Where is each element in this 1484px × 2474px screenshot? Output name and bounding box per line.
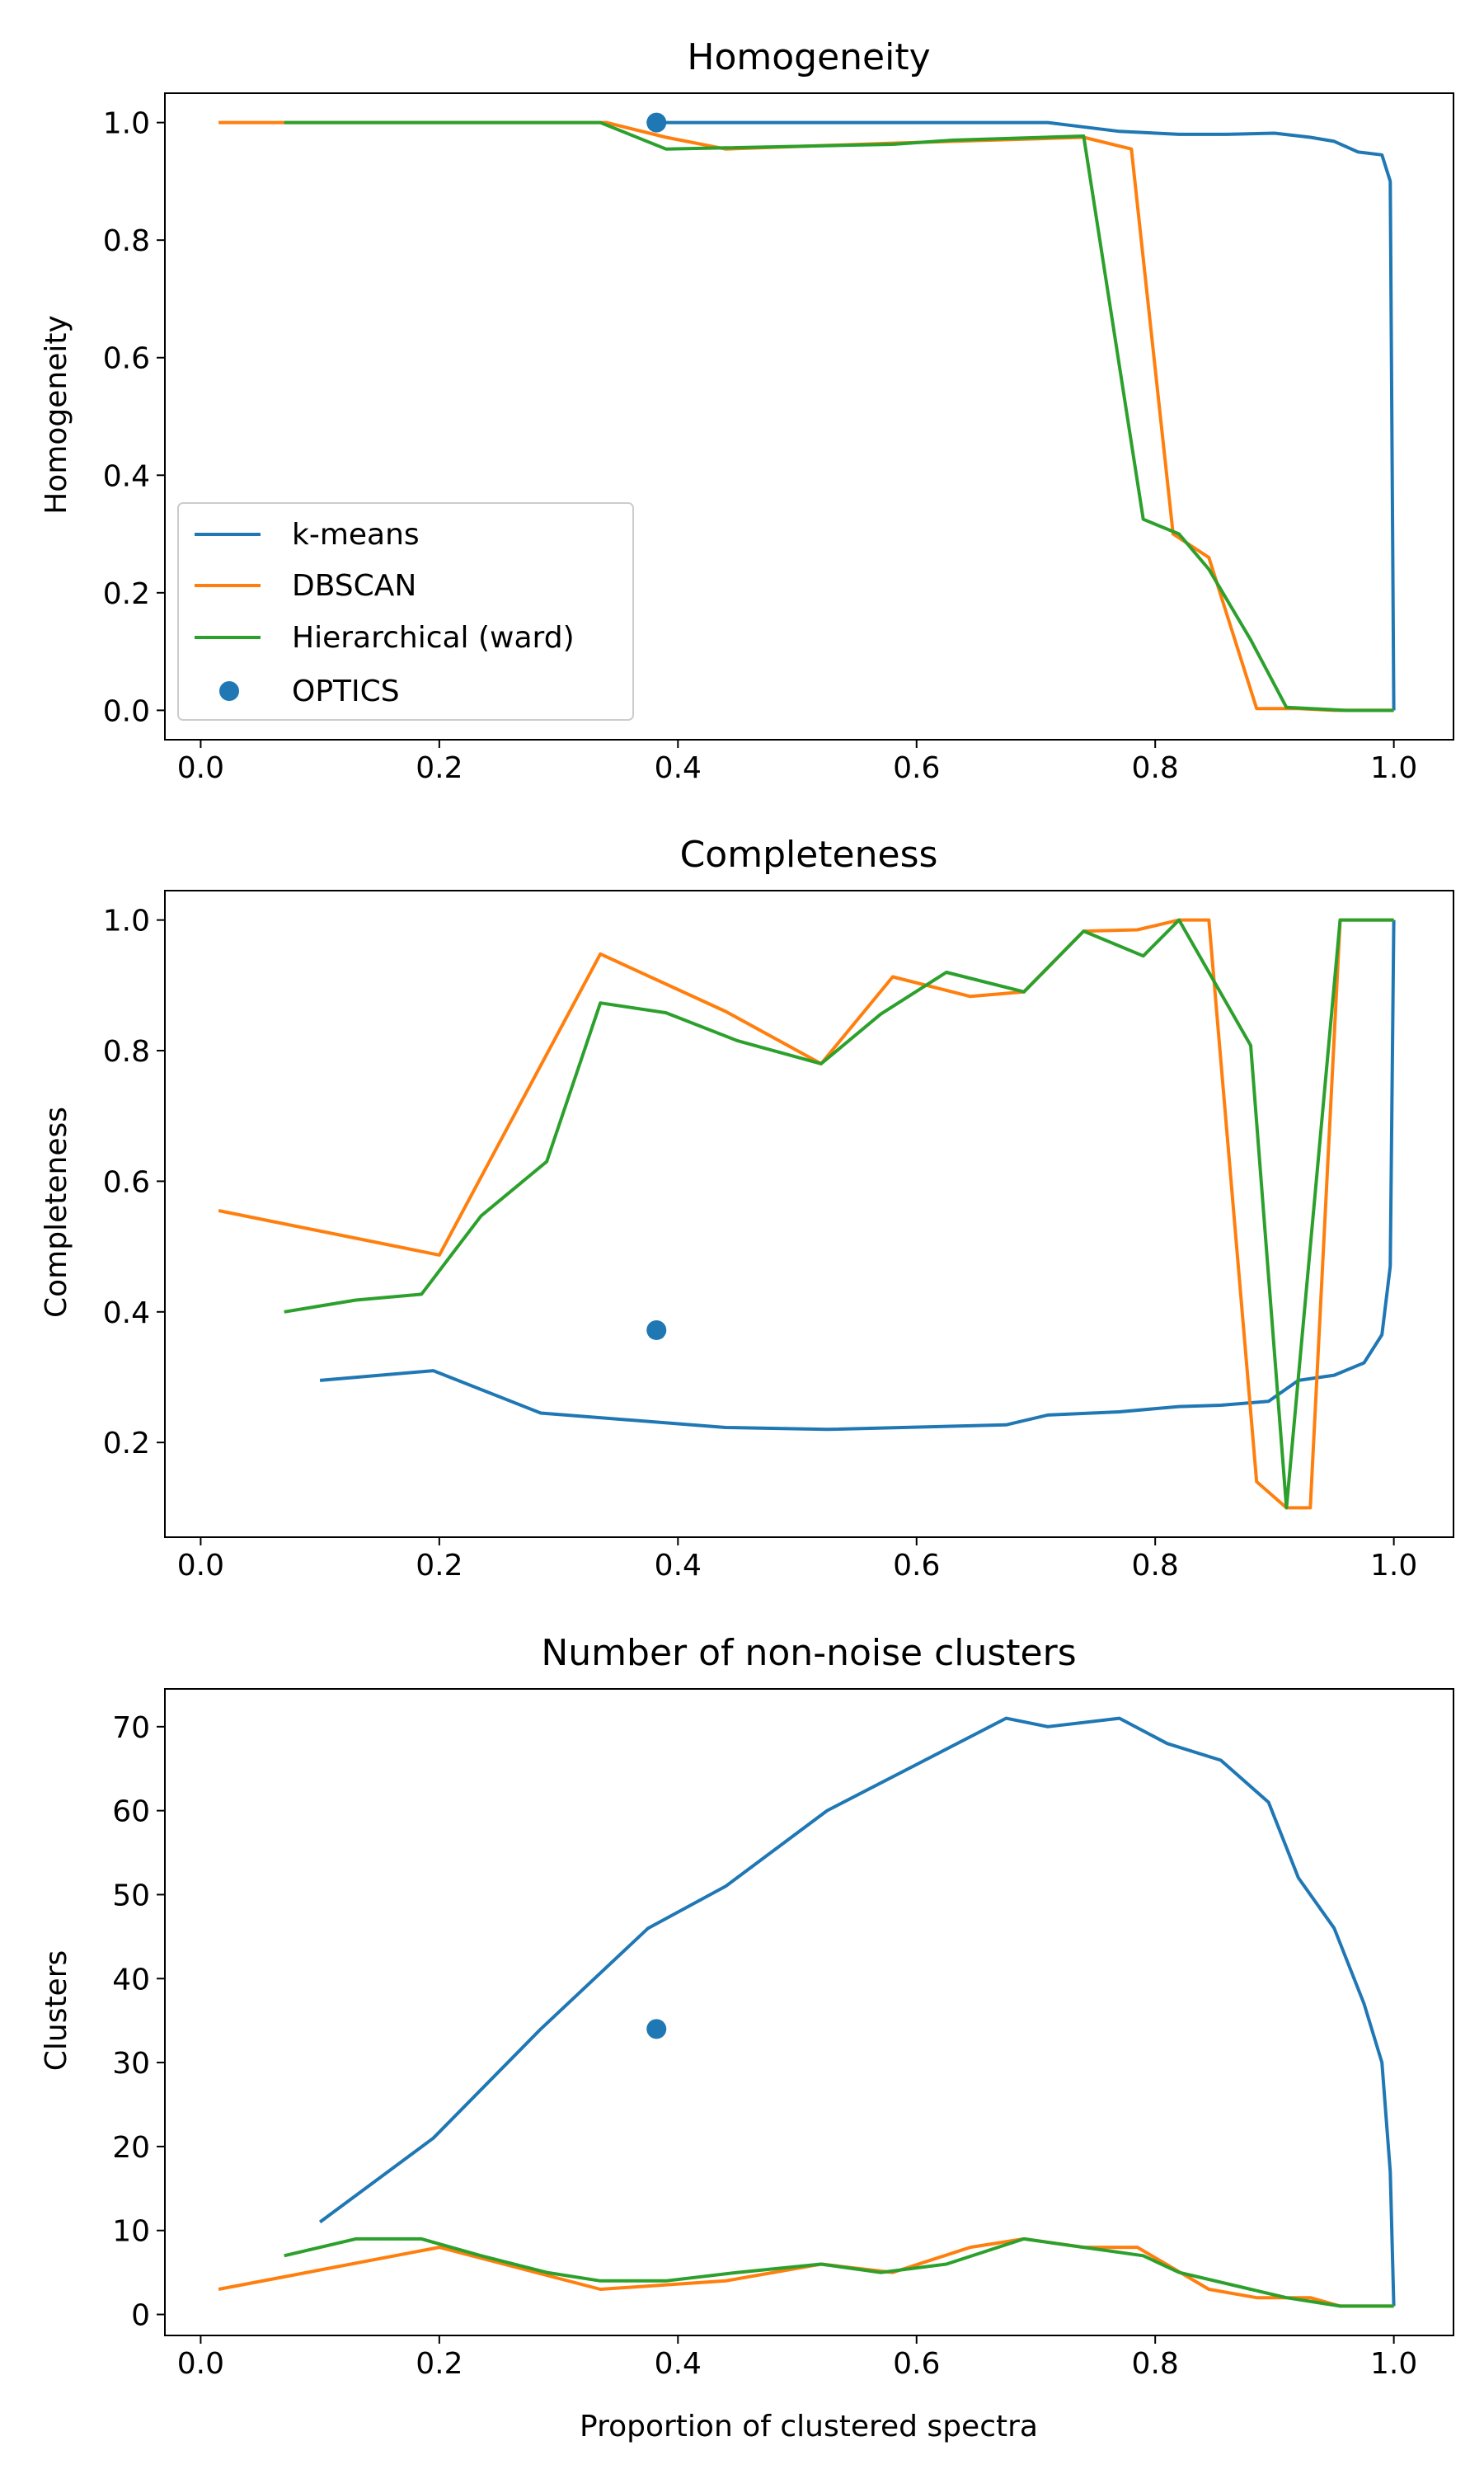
homogeneity-legend: k-means DBSCAN Hierarchical (ward) OPTIC… (177, 502, 634, 721)
clusters-panel: Number of non-noise clusters Clusters Pr… (40, 1632, 1454, 2443)
y-tick-label: 50 (112, 1879, 150, 1912)
clusters-title: Number of non-noise clusters (541, 1632, 1076, 1674)
y-tick-label: 0.2 (103, 1427, 150, 1460)
homogeneity-ylabel: Homogeneity (40, 315, 73, 515)
series-line-k-means (654, 120, 1396, 711)
y-tick-label: 1.0 (103, 107, 150, 141)
x-tick-label: 0.0 (177, 1549, 224, 1583)
x-tick-label: 0.6 (893, 751, 940, 785)
x-tick-label: 0.8 (1132, 1549, 1179, 1583)
x-tick-label: 0.2 (416, 2347, 463, 2381)
point-optics (646, 1319, 667, 1340)
clusters-xlabel: Proportion of clustered spectra (580, 2410, 1038, 2443)
legend-kmeans-label: k-means (292, 518, 420, 552)
legend-optics-marker (219, 681, 239, 701)
x-tick-label: 0.6 (893, 2347, 940, 2381)
y-tick-label: 70 (112, 1711, 150, 1745)
y-tick-label: 0.6 (103, 342, 150, 376)
x-tick-label: 0.6 (893, 1549, 940, 1583)
completeness-title: Completeness (680, 834, 938, 876)
clusters-ylabel: Clusters (40, 1950, 73, 2072)
series-line-k-means (319, 920, 1396, 1432)
y-tick-label: 10 (112, 2215, 150, 2249)
series-line-dbscan (218, 918, 1394, 1510)
x-tick-label: 0.4 (655, 1549, 702, 1583)
x-tick-label: 1.0 (1370, 2347, 1417, 2381)
x-tick-label: 0.4 (655, 2347, 702, 2381)
y-tick-label: 40 (112, 1963, 150, 1997)
clusters-axes-frame (164, 1688, 1454, 2336)
x-tick-label: 0.4 (655, 751, 702, 785)
y-tick-label: 1.0 (103, 905, 150, 938)
y-tick-label: 60 (112, 1795, 150, 1829)
homogeneity-axes-frame (164, 92, 1454, 741)
x-tick-label: 0.0 (177, 2347, 224, 2381)
x-tick-label: 0.0 (177, 751, 224, 785)
homogeneity-panel: Homogeneity Homogeneity 0.0 0.2 0.4 0.6 0.8 1… (40, 36, 1454, 785)
series-line-dbscan (218, 2236, 1394, 2308)
legend-hierarchical-label: Hierarchical (ward) (292, 621, 575, 655)
x-tick-label: 1.0 (1370, 1549, 1417, 1583)
point-optics (646, 2019, 667, 2039)
x-tick-label: 0.8 (1132, 751, 1179, 785)
x-tick-label: 0.2 (416, 751, 463, 785)
completeness-ylabel: Completeness (40, 1107, 73, 1318)
y-tick-label: 0.4 (103, 459, 150, 493)
point-optics (646, 112, 667, 133)
y-tick-label: 30 (112, 2047, 150, 2081)
series-line-hierarchical-ward (284, 120, 1394, 713)
legend-dbscan-label: DBSCAN (292, 569, 416, 603)
x-tick-label: 0.2 (416, 1549, 463, 1583)
homogeneity-title: Homogeneity (687, 36, 930, 78)
y-tick-label: 0 (131, 2299, 150, 2333)
x-tick-label: 0.8 (1132, 2347, 1179, 2381)
homogeneity-plot-area: 0.0 0.2 0.4 0.6 0.8 1.0 0.0 0.2 0.4 0.6 0.8 1.0 (103, 107, 1418, 785)
y-tick-label: 0.8 (103, 224, 150, 258)
y-tick-label: 0.0 (103, 694, 150, 728)
series-line-hierarchical-ward (284, 918, 1394, 1510)
completeness-panel: Completeness Completeness 0.0 0.2 0.4 0.6 0.… (40, 834, 1454, 1583)
y-tick-label: 0.2 (103, 577, 150, 611)
legend-optics-label: OPTICS (292, 675, 400, 708)
completeness-plot-area: 0.0 0.2 0.4 0.6 0.8 1.0 0.2 0.4 0.6 0.8 1.0 (103, 905, 1418, 1583)
legend-box (177, 502, 634, 721)
series-line-hierarchical-ward (284, 2236, 1394, 2308)
y-tick-label: 0.8 (103, 1035, 150, 1069)
clusters-plot-area: 0.0 0.2 0.4 0.6 0.8 1.0 0 10 20 30 40 50 60 70 (112, 1711, 1417, 2381)
y-tick-label: 0.4 (103, 1296, 150, 1330)
x-tick-label: 1.0 (1370, 751, 1417, 785)
y-tick-label: 0.6 (103, 1165, 150, 1199)
series-line-k-means (318, 1716, 1396, 2307)
y-tick-label: 20 (112, 2131, 150, 2165)
completeness-axes-frame (164, 890, 1454, 1538)
